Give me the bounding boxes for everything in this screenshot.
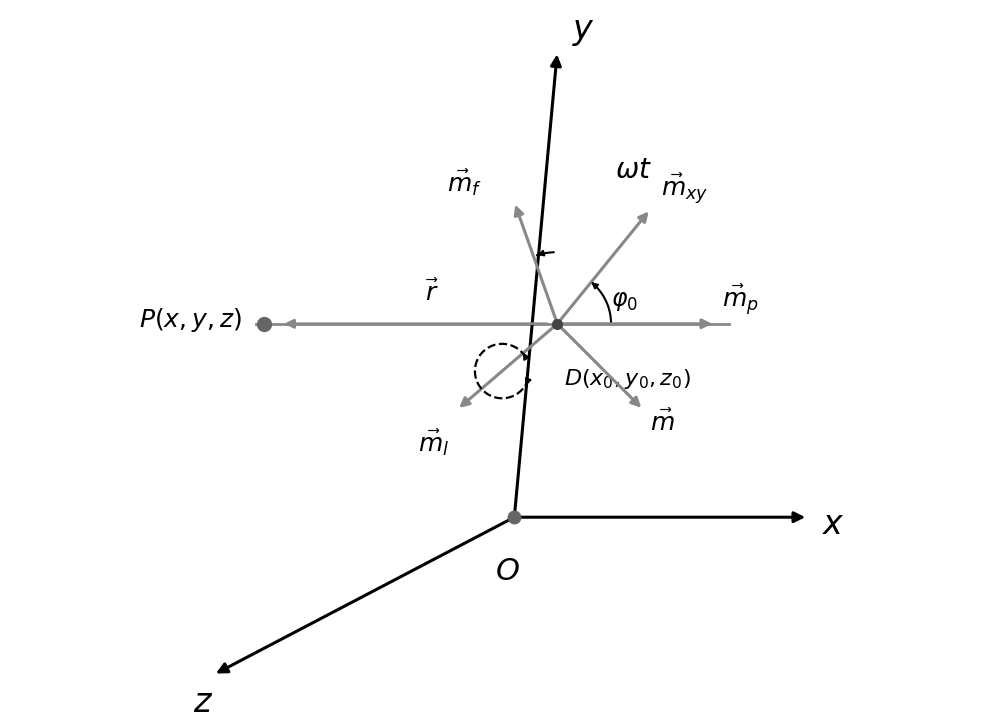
Text: $\vec{m}$: $\vec{m}$ <box>650 410 675 435</box>
Text: $D(x_0, y_0, z_0)$: $D(x_0, y_0, z_0)$ <box>564 366 691 390</box>
Text: $x$: $x$ <box>822 508 845 541</box>
Text: $\vec{r}$: $\vec{r}$ <box>425 280 439 306</box>
Text: $\omega t$: $\omega t$ <box>615 156 652 184</box>
Text: $\varphi_0$: $\varphi_0$ <box>611 289 638 313</box>
Text: $\vec{m}_{xy}$: $\vec{m}_{xy}$ <box>661 171 709 206</box>
Text: $y$: $y$ <box>572 15 595 48</box>
Text: $\vec{m}_p$: $\vec{m}_p$ <box>722 282 759 317</box>
Text: $P(x, y, z)$: $P(x, y, z)$ <box>139 306 242 334</box>
Text: $\vec{m}_l$: $\vec{m}_l$ <box>418 427 450 458</box>
Text: $O$: $O$ <box>495 557 520 586</box>
Text: $z$: $z$ <box>193 686 213 718</box>
Text: $\vec{m}_f$: $\vec{m}_f$ <box>447 168 482 198</box>
